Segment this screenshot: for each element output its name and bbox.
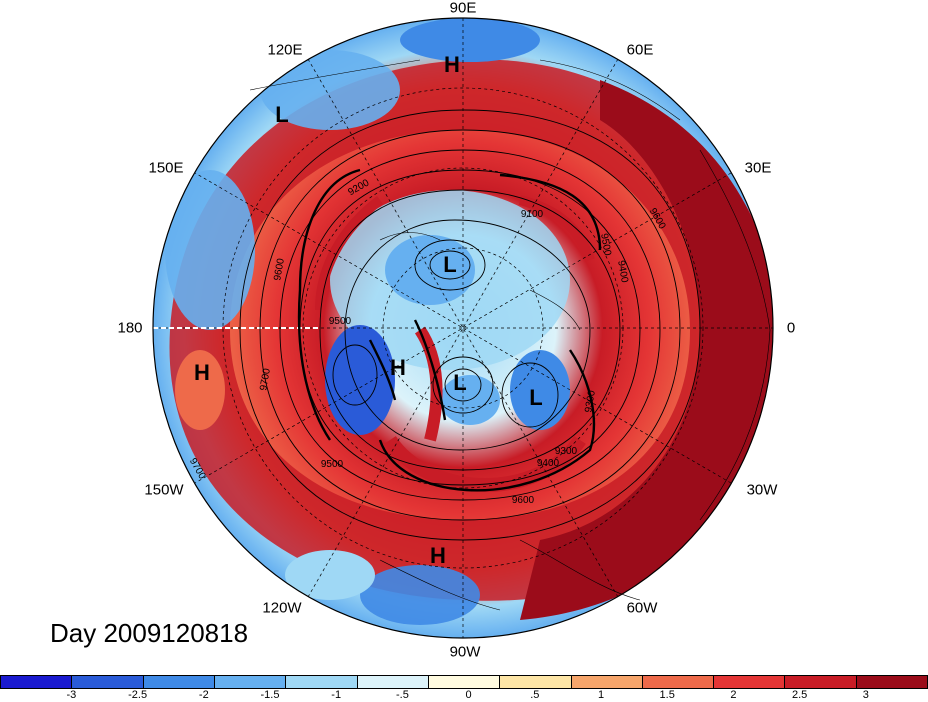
contour-label: 9300	[583, 389, 598, 413]
colorbar-segment	[571, 676, 643, 688]
contour-label: 9100	[521, 209, 544, 220]
colorbar-segment	[856, 676, 928, 688]
colorbar-tick-label: -1	[331, 689, 342, 701]
longitude-label-30e: 30E	[744, 159, 772, 177]
contour-label: 9700	[258, 367, 273, 391]
longitude-label-90w: 90W	[449, 643, 481, 661]
colorbar-segment	[1, 676, 73, 688]
longitude-label-60w: 60W	[626, 599, 658, 617]
pressure-marker: H	[430, 543, 446, 568]
contour-label: 9400	[615, 260, 630, 284]
colorbar-tick-label: -.5	[395, 689, 409, 701]
contour-label: 9400	[537, 458, 560, 469]
colorbar-segment	[642, 676, 715, 688]
longitude-label-0: 0	[786, 319, 796, 337]
colorbar-tick-label: 2	[730, 689, 737, 701]
longitude-label-180: 180	[117, 319, 143, 337]
colorbar-segment	[72, 676, 144, 688]
pressure-marker: H	[194, 360, 210, 385]
anomaly-field	[153, 18, 773, 638]
colorbar-segment	[714, 676, 786, 688]
colorbar-segment	[143, 676, 215, 688]
pressure-marker: L	[453, 370, 466, 395]
colorbar-tick-label: -2.5	[128, 689, 148, 701]
colorbar-segment	[286, 676, 358, 688]
contour-label: 9500	[329, 316, 352, 327]
pressure-marker: L	[443, 252, 456, 277]
colorbar-tick-label: 3	[862, 689, 869, 701]
contour-label: 9600	[272, 257, 287, 281]
colorbar-segment	[500, 676, 572, 688]
longitude-label-90e: 90E	[449, 0, 477, 17]
jet-contours	[297, 168, 602, 492]
pressure-marker: H	[390, 355, 406, 380]
contour-label: 9500	[321, 459, 344, 470]
coastlines	[249, 59, 771, 611]
pressure-marker: H	[444, 52, 460, 77]
pressure-marker: L	[275, 102, 288, 127]
colorbar-tick-label: -3	[66, 689, 77, 701]
colorbar-tick-label: 1	[597, 689, 605, 701]
longitude-label-150w: 150W	[144, 481, 184, 499]
contour-label: 9600	[512, 495, 535, 506]
longitude-label-120w: 120W	[262, 599, 302, 617]
longitude-label-30w: 30W	[746, 481, 778, 499]
colorbar-tick-label: 2.5	[791, 689, 808, 701]
colorbar	[0, 675, 928, 689]
height-contours	[239, 109, 701, 541]
colorbar-segment	[357, 676, 429, 688]
pressure-marker: L	[529, 385, 542, 410]
colorbar-tick-label: .5	[530, 689, 540, 701]
contour-label: 9300	[555, 446, 578, 457]
colorbar-tick-label: 1.5	[659, 689, 675, 701]
colorbar-segment	[785, 676, 857, 688]
colorbar-segment	[214, 676, 287, 688]
day-label: Day 2009120818	[50, 618, 249, 648]
colorbar-tick-label: -2	[198, 689, 209, 701]
contour-label: 9500	[598, 233, 613, 257]
longitude-label-120e: 120E	[267, 41, 303, 59]
colorbar-tick-label: 0	[465, 689, 472, 701]
colorbar-tick-label: -1.5	[260, 689, 280, 701]
longitude-label-60e: 60E	[626, 41, 654, 59]
colorbar-segment	[428, 676, 501, 688]
map-boundary	[152, 17, 774, 639]
longitude-label-150e: 150E	[148, 159, 184, 177]
